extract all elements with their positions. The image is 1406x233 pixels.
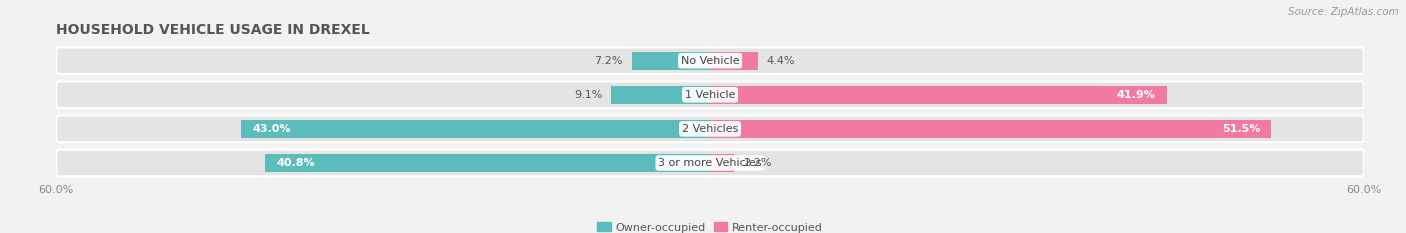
Bar: [710, 86, 1167, 104]
Text: 4.4%: 4.4%: [766, 56, 796, 66]
Text: 2.2%: 2.2%: [742, 158, 772, 168]
Text: 40.8%: 40.8%: [277, 158, 315, 168]
Text: 1 Vehicle: 1 Vehicle: [685, 90, 735, 100]
Text: 43.0%: 43.0%: [253, 124, 291, 134]
FancyBboxPatch shape: [56, 82, 1364, 108]
FancyBboxPatch shape: [56, 150, 1364, 176]
Text: 9.1%: 9.1%: [574, 90, 602, 100]
Bar: [610, 86, 710, 104]
Text: No Vehicle: No Vehicle: [681, 56, 740, 66]
FancyBboxPatch shape: [56, 47, 1364, 74]
Bar: [710, 120, 1271, 138]
Text: 7.2%: 7.2%: [595, 56, 623, 66]
Text: 3 or more Vehicles: 3 or more Vehicles: [658, 158, 762, 168]
Text: 51.5%: 51.5%: [1222, 124, 1260, 134]
Bar: [242, 120, 710, 138]
Text: 41.9%: 41.9%: [1116, 90, 1156, 100]
Text: Source: ZipAtlas.com: Source: ZipAtlas.com: [1288, 7, 1399, 17]
Text: 2 Vehicles: 2 Vehicles: [682, 124, 738, 134]
Bar: [631, 52, 710, 70]
Bar: [710, 52, 758, 70]
Text: HOUSEHOLD VEHICLE USAGE IN DREXEL: HOUSEHOLD VEHICLE USAGE IN DREXEL: [56, 23, 370, 37]
Bar: [266, 154, 710, 172]
FancyBboxPatch shape: [56, 116, 1364, 142]
Legend: Owner-occupied, Renter-occupied: Owner-occupied, Renter-occupied: [593, 218, 827, 233]
Bar: [710, 154, 734, 172]
